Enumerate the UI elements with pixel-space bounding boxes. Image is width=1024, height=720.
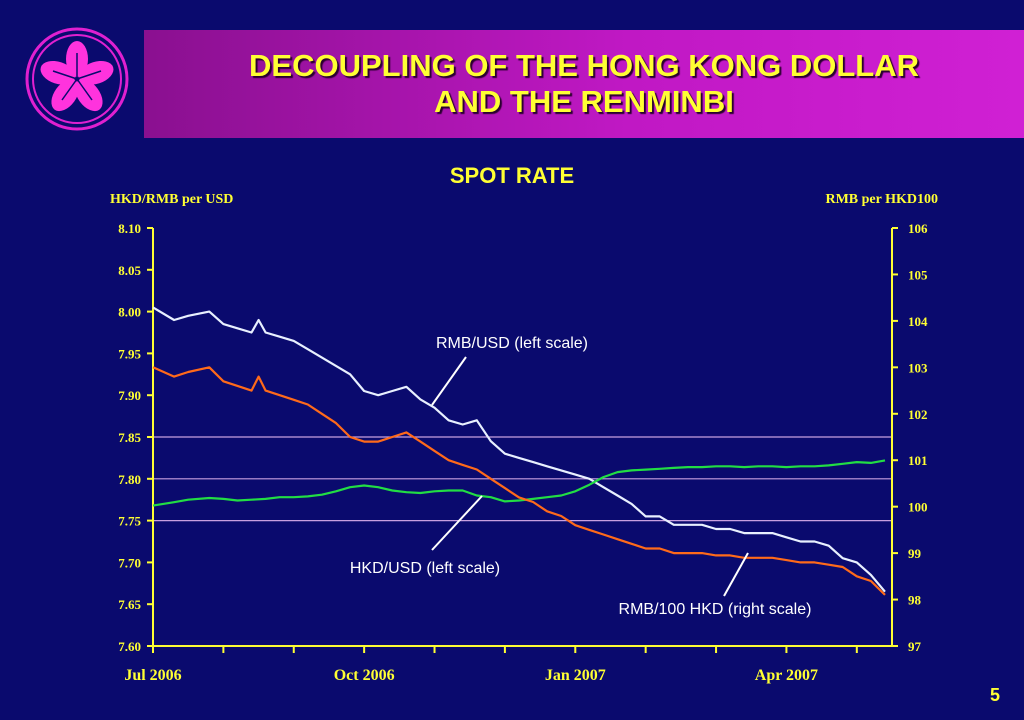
slide-title-line-1: DECOUPLING OF THE HONG KONG DOLLAR	[249, 48, 919, 83]
hong-kong-bauhinia-logo	[24, 26, 130, 132]
right-tick-label-4: 102	[908, 407, 928, 422]
right-tick-label-8: 98	[908, 593, 922, 608]
left-tick-label-10: 7.60	[118, 639, 141, 654]
right-tick-label-9: 97	[908, 639, 922, 654]
rmb-usd-line	[152, 306, 886, 593]
rmb-hkd-line	[152, 366, 886, 596]
left-tick-label-3: 7.95	[118, 346, 141, 361]
right-tick-label-5: 101	[908, 453, 928, 468]
right-tick-label-1: 105	[908, 267, 928, 282]
left-tick-label-5: 7.85	[118, 430, 141, 445]
annotation-pointer-2	[723, 552, 749, 597]
left-tick-label-8: 7.70	[118, 555, 141, 570]
left-tick-label-9: 7.65	[118, 597, 141, 612]
bauhinia-flower-icon	[25, 27, 129, 131]
left-tick-label-7: 7.75	[118, 514, 141, 529]
x-tick-label-3: Apr 2007	[755, 667, 818, 684]
left-tick-label-2: 8.00	[118, 305, 141, 320]
left-tick-label-4: 7.90	[118, 388, 141, 403]
x-tick-label-2: Jan 2007	[545, 667, 606, 684]
annotation-pointer-1	[431, 495, 483, 551]
right-axis-title: RMB per HKD100	[825, 192, 938, 207]
right-tick-label-3: 103	[908, 360, 928, 375]
left-tick-label-0: 8.10	[118, 221, 141, 236]
right-tick-label-2: 104	[908, 314, 928, 329]
left-tick-label-6: 7.80	[118, 472, 141, 487]
x-tick-label-1: Oct 2006	[334, 667, 395, 684]
hkd-usd-line	[152, 459, 886, 507]
left-axis-title: HKD/RMB per USD	[110, 192, 234, 207]
right-tick-label-0: 106	[908, 221, 928, 236]
annotation-label-2: RMB/100 HKD (right scale)	[619, 601, 812, 618]
annotation-pointer-0	[431, 356, 467, 406]
left-tick-label-1: 8.05	[118, 263, 141, 278]
title-banner: DECOUPLING OF THE HONG KONG DOLLAR AND T…	[144, 30, 1024, 138]
annotation-label-1: HKD/USD (left scale)	[350, 560, 500, 577]
right-tick-label-6: 100	[908, 500, 928, 515]
page-number: 5	[989, 685, 1000, 705]
slide-title-line-2: AND THE RENMINBI	[434, 84, 734, 119]
annotation-label-0: RMB/USD (left scale)	[436, 335, 588, 352]
right-tick-label-7: 99	[908, 546, 922, 561]
chart-title: SPOT RATE	[449, 163, 575, 188]
x-tick-label-0: Jul 2006	[124, 667, 181, 684]
